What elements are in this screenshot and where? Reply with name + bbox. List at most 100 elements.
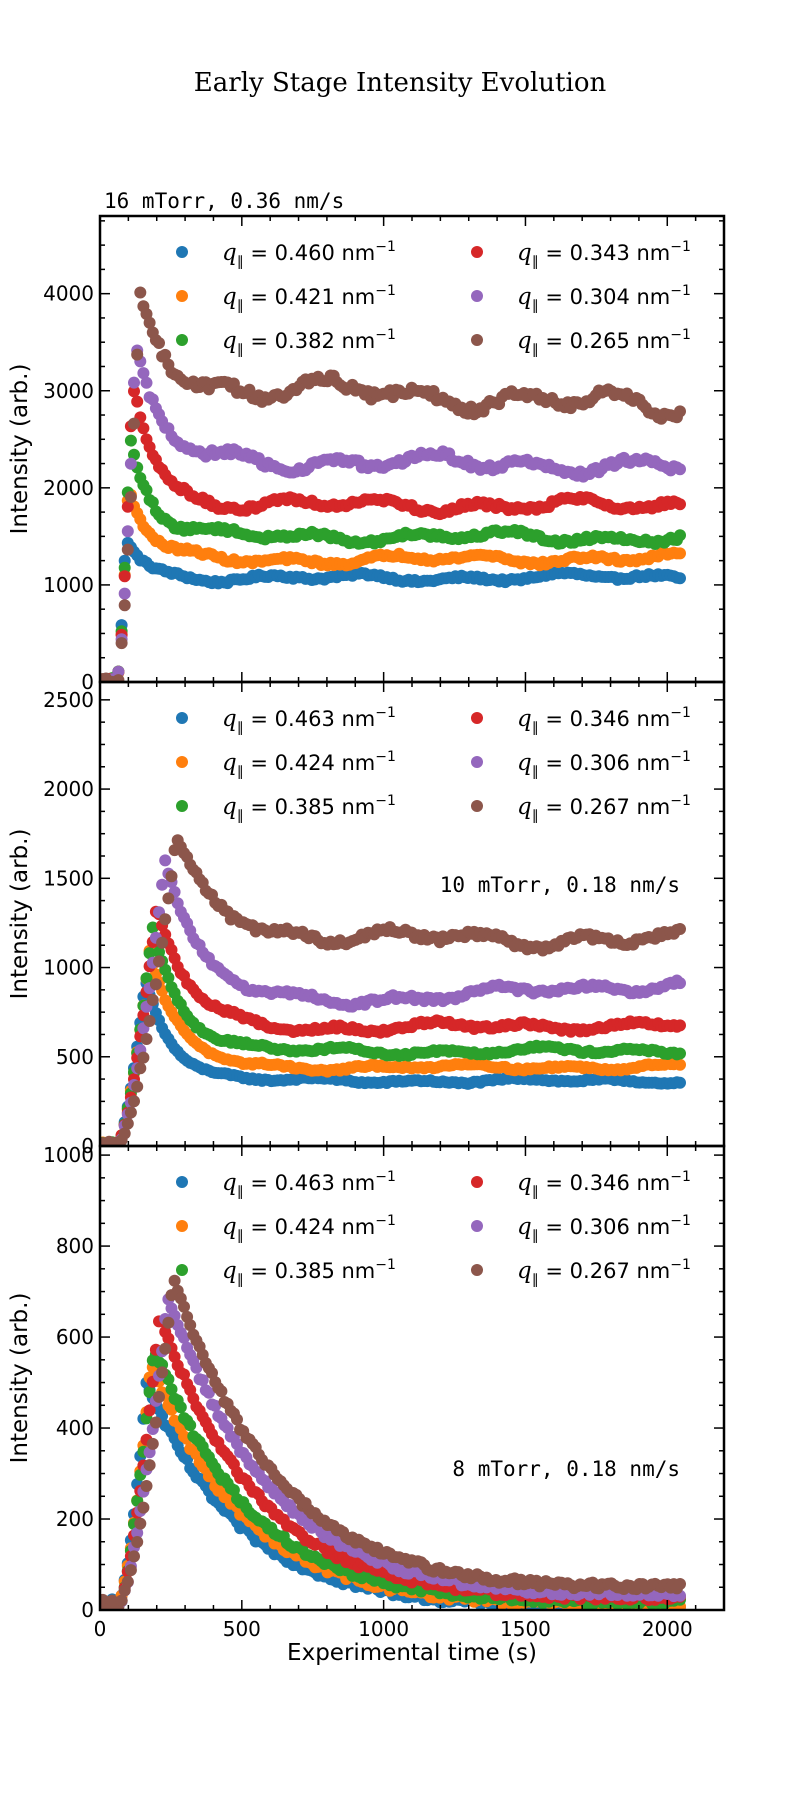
data-point <box>112 665 125 678</box>
legend-entry: q∥ = 0.460 nm−1 <box>222 239 396 270</box>
data-point <box>134 1062 147 1075</box>
legend-entry: q∥ = 0.463 nm−1 <box>222 1169 396 1200</box>
data-point <box>140 972 153 985</box>
data-point <box>128 1550 140 1563</box>
data-point <box>231 1413 243 1426</box>
y-tick-label: 1000 <box>43 1143 94 1167</box>
data-point <box>115 637 128 650</box>
data-point <box>206 1367 218 1379</box>
data-point <box>124 1564 137 1577</box>
data-point <box>118 570 131 583</box>
series-0.267 <box>100 1274 686 1610</box>
legend-entry: q∥ = 0.346 nm−1 <box>517 1169 691 1200</box>
legend-marker <box>176 712 188 724</box>
legend: q∥ = 0.463 nm−1 q∥ = 0.424 nm−1 q∥ = 0.385… <box>176 1169 691 1288</box>
data-point <box>131 1080 144 1093</box>
panel-3: 0 200 400 600 800 1000 0 500 1000 1500 2000 Intensi… <box>7 1143 726 1641</box>
data-point <box>121 1575 134 1588</box>
data-point <box>146 1437 159 1450</box>
y-tick-label: 3000 <box>43 379 94 403</box>
series-0.460 <box>100 536 686 682</box>
legend: q∥ = 0.460 nm−1 q∥ = 0.421 nm−1 q∥ = 0.382… <box>176 239 691 358</box>
data-point <box>140 1033 153 1045</box>
data-point <box>156 878 169 891</box>
data-point <box>143 1459 156 1472</box>
data-point <box>184 1419 197 1432</box>
legend-entry: q∥ = 0.385 nm−1 <box>222 1257 396 1288</box>
data-point <box>137 367 150 380</box>
data-point <box>159 348 172 361</box>
x-tick-label: 1000 <box>358 1617 409 1641</box>
data-point <box>121 500 134 513</box>
data-point <box>202 1386 215 1399</box>
legend-entry: q∥ = 0.463 nm−1 <box>222 705 396 736</box>
data-point <box>143 1015 156 1027</box>
series-0.346 <box>100 905 686 1146</box>
data-point <box>178 1331 190 1344</box>
series-0.343 <box>100 385 686 682</box>
y-axis-label: Intensity (arb.) <box>7 364 33 535</box>
data-point <box>131 395 144 408</box>
x-tick-label: 2000 <box>642 1617 693 1641</box>
legend-marker <box>471 1264 483 1276</box>
data-point <box>674 977 686 990</box>
legend-marker <box>176 334 188 346</box>
legend-marker <box>471 712 483 724</box>
data-point <box>121 525 134 538</box>
legend-entry: q∥ = 0.424 nm−1 <box>222 1213 396 1244</box>
legend-entry: q∥ = 0.343 nm−1 <box>517 239 691 270</box>
data-point <box>165 1403 178 1416</box>
data-point <box>143 1404 156 1417</box>
data-point <box>128 376 140 389</box>
y-tick-label: 1000 <box>43 956 94 980</box>
data-point <box>674 1058 686 1071</box>
data-point <box>124 491 137 503</box>
y-tick-label: 1500 <box>43 866 94 890</box>
legend-marker <box>176 290 188 302</box>
data-point <box>128 448 140 461</box>
y-tick-label: 2500 <box>43 688 94 712</box>
data-point <box>149 1416 162 1429</box>
data-point <box>124 457 137 470</box>
x-tick-label: 500 <box>223 1617 261 1641</box>
data-point <box>162 892 175 905</box>
y-axis-label: Intensity (arb.) <box>7 829 33 1000</box>
legend: q∥ = 0.463 nm−1 q∥ = 0.424 nm−1 q∥ = 0.385… <box>176 705 691 824</box>
condition-label: 8 mTorr, 0.18 nm/s <box>452 1457 680 1481</box>
y-tick-label: 1000 <box>43 573 94 597</box>
y-tick-label: 400 <box>56 1416 94 1440</box>
data-point <box>140 484 153 497</box>
data-point <box>181 1453 194 1466</box>
data-point <box>128 1095 140 1108</box>
y-tick-label: 0 <box>81 1598 94 1622</box>
legend-entry: q∥ = 0.421 nm−1 <box>222 283 396 314</box>
series-0.463 <box>100 977 686 1146</box>
legend-marker <box>471 1220 483 1232</box>
y-tick-label: 2000 <box>43 777 94 801</box>
figure-title: Early Stage Intensity Evolution <box>194 68 607 98</box>
data-point <box>112 674 125 682</box>
legend-entry: q∥ = 0.265 nm−1 <box>517 327 691 358</box>
legend-entry: q∥ = 0.306 nm−1 <box>517 749 691 780</box>
data-point <box>190 1361 203 1374</box>
data-point <box>146 921 159 934</box>
data-point <box>159 913 172 926</box>
data-point <box>143 947 156 960</box>
data-point <box>128 417 140 430</box>
legend-entry: q∥ = 0.424 nm−1 <box>222 749 396 780</box>
panel-1: 0 1000 2000 3000 4000 Intensity (arb.) 16 mTor… <box>7 189 726 694</box>
legend-marker <box>471 334 483 346</box>
data-point <box>118 1127 131 1140</box>
data-point <box>674 405 686 418</box>
data-point <box>128 385 140 398</box>
data-point <box>174 1401 187 1414</box>
legend-marker <box>176 1264 188 1276</box>
y-tick-label: 2000 <box>43 476 94 500</box>
y-tick-label: 200 <box>56 1507 94 1531</box>
data-point <box>137 1501 150 1514</box>
condition-label: 10 mTorr, 0.18 nm/s <box>440 873 680 897</box>
data-point <box>178 1300 190 1313</box>
data-point <box>162 1332 175 1345</box>
